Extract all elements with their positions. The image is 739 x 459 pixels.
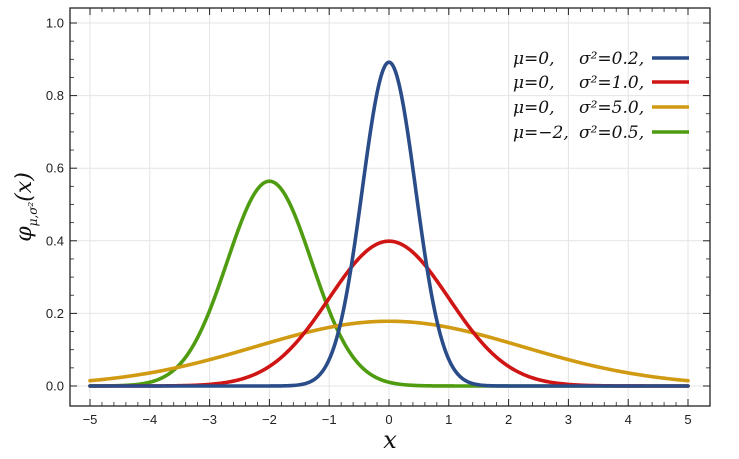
y-axis-title: φμ,σ²(x) [12, 172, 40, 242]
y-tick-label: 0.2 [46, 306, 64, 321]
x-tick-label: 0 [385, 412, 392, 427]
x-tick-label: 3 [565, 412, 572, 427]
y-axis-title-main: φ [12, 226, 37, 242]
y-tick-label: 0.4 [46, 233, 64, 248]
plot-frame [69, 7, 711, 407]
legend-variance-label: σ²=0.2, [579, 49, 644, 69]
y-tick-label: 0.6 [46, 161, 64, 176]
legend-variance-label: σ²=5.0, [579, 98, 644, 118]
legend-variance-label: σ²=1.0, [579, 73, 644, 93]
x-tick-label: 2 [505, 412, 512, 427]
x-tick-label: −3 [202, 412, 217, 427]
series-curves [88, 60, 690, 388]
series-line-1 [88, 60, 690, 388]
tick-labels: −5 −4 −3 −2 −1 0 1 2 3 4 5 0.0 0.2 0.4 0.6 0.8 1.0 [46, 16, 692, 428]
legend-mu-label: μ=0, [513, 73, 555, 93]
y-tick-label: 0.0 [46, 379, 64, 394]
legend-entry-2: μ=0, σ²=1.0, [513, 73, 689, 93]
x-tick-label: −1 [322, 412, 337, 427]
legend-entry-4: μ=−2, σ²=0.5, [513, 123, 689, 143]
axis-ticks [70, 8, 710, 406]
legend: μ=0, σ²=0.2, μ=0, σ²=1.0, μ=0, σ²=5.0, μ=−2, σ²… [513, 49, 689, 143]
x-tick-label: 1 [445, 412, 452, 427]
y-axis-title-argument: (x) [12, 172, 37, 202]
x-tick-label: −2 [262, 412, 277, 427]
svg-text:φμ,σ²(x): φμ,σ²(x) [12, 172, 40, 242]
legend-entry-3: μ=0, σ²=5.0, [513, 98, 689, 118]
legend-mu-label: μ=0, [513, 98, 555, 118]
x-axis-title: x [383, 426, 397, 454]
y-tick-label: 0.8 [46, 88, 64, 103]
legend-mu-label: μ=−2, [513, 123, 569, 143]
x-tick-label: 4 [625, 412, 632, 427]
legend-mu-label: μ=0, [513, 49, 555, 69]
legend-variance-label: σ²=0.5, [579, 123, 644, 143]
x-tick-label: −4 [142, 412, 157, 427]
legend-entry-1: μ=0, σ²=0.2, [513, 49, 689, 69]
y-tick-label: 1.0 [46, 16, 64, 31]
x-tick-label: 5 [684, 412, 691, 427]
y-axis-title-subscript: μ,σ² [26, 202, 40, 227]
x-tick-label: −5 [83, 412, 98, 427]
series-line-3 [88, 319, 690, 383]
